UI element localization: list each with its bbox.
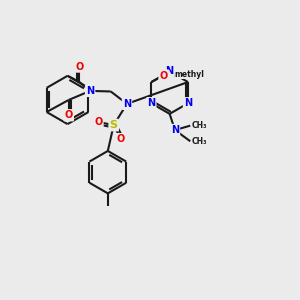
Text: N: N: [166, 67, 174, 76]
Text: O: O: [94, 117, 103, 127]
Text: CH₃: CH₃: [192, 137, 207, 146]
Text: N: N: [86, 86, 94, 96]
Text: S: S: [110, 120, 118, 130]
Text: O: O: [64, 110, 73, 120]
Text: N: N: [147, 98, 155, 108]
Text: O: O: [160, 70, 168, 81]
Text: O: O: [117, 134, 125, 144]
Text: O: O: [75, 61, 83, 71]
Text: methyl: methyl: [175, 70, 205, 79]
Text: N: N: [171, 125, 179, 135]
Text: N: N: [184, 98, 192, 108]
Text: N: N: [123, 99, 131, 109]
Text: CH₃: CH₃: [192, 121, 207, 130]
